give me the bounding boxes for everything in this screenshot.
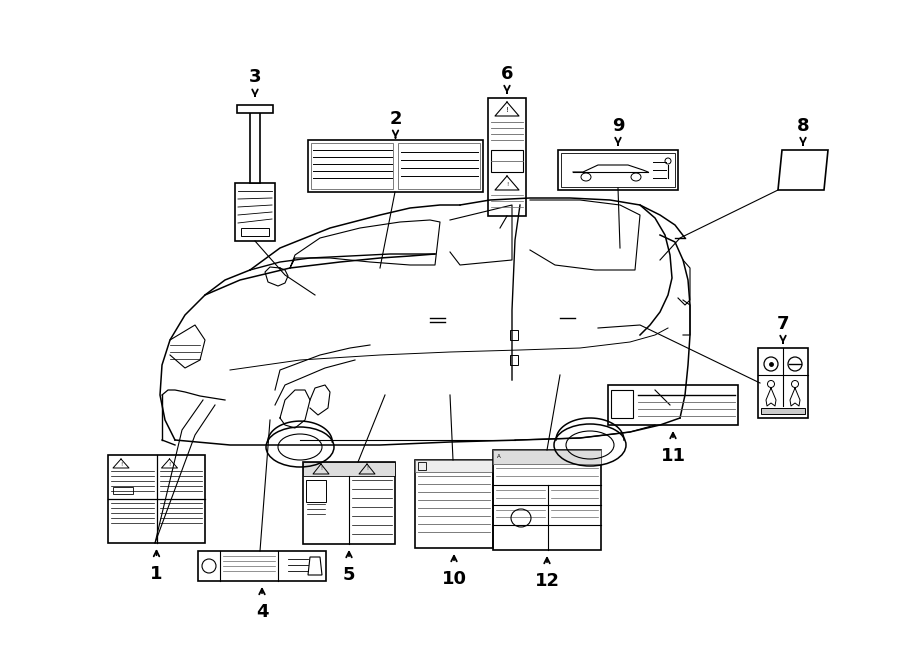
Text: 2: 2 [389, 110, 401, 128]
Bar [303, 462, 395, 476]
Bar [493, 450, 601, 550]
Bar [308, 140, 483, 192]
Bar [758, 348, 808, 418]
Text: 12: 12 [535, 572, 560, 590]
Bar [306, 480, 326, 502]
Text: 4: 4 [256, 603, 268, 621]
Bar [510, 355, 518, 365]
Bar [493, 450, 601, 464]
Bar [303, 462, 395, 544]
Text: 6: 6 [500, 65, 513, 83]
Text: 11: 11 [661, 447, 686, 465]
Text: !: ! [168, 461, 171, 467]
Bar [198, 551, 326, 581]
Bar [608, 385, 738, 425]
Bar [561, 153, 675, 187]
Text: 3: 3 [248, 68, 261, 86]
Bar [311, 143, 392, 189]
Bar [250, 108, 260, 183]
Text: 10: 10 [442, 570, 466, 588]
Text: 9: 9 [612, 117, 625, 135]
Text: !: ! [120, 461, 122, 467]
Bar [611, 390, 633, 418]
Bar [398, 143, 480, 189]
Bar [491, 150, 523, 172]
Text: 7: 7 [777, 315, 789, 333]
Text: !: ! [506, 107, 508, 113]
Bar [558, 150, 678, 190]
Bar [241, 228, 269, 236]
Bar [510, 330, 518, 340]
Text: 1: 1 [150, 565, 163, 583]
Bar [108, 455, 205, 543]
Bar [113, 487, 133, 494]
Bar [237, 105, 273, 113]
Text: 8: 8 [796, 117, 809, 135]
Text: A: A [497, 455, 500, 459]
Text: !: ! [320, 467, 322, 471]
Bar [418, 462, 426, 470]
Bar [415, 460, 493, 548]
Text: !: ! [366, 467, 368, 471]
Text: 5: 5 [343, 566, 356, 584]
Bar [235, 183, 275, 241]
Text: !: ! [506, 182, 508, 186]
Bar [488, 98, 526, 216]
Bar [761, 408, 805, 414]
Bar [415, 460, 493, 472]
